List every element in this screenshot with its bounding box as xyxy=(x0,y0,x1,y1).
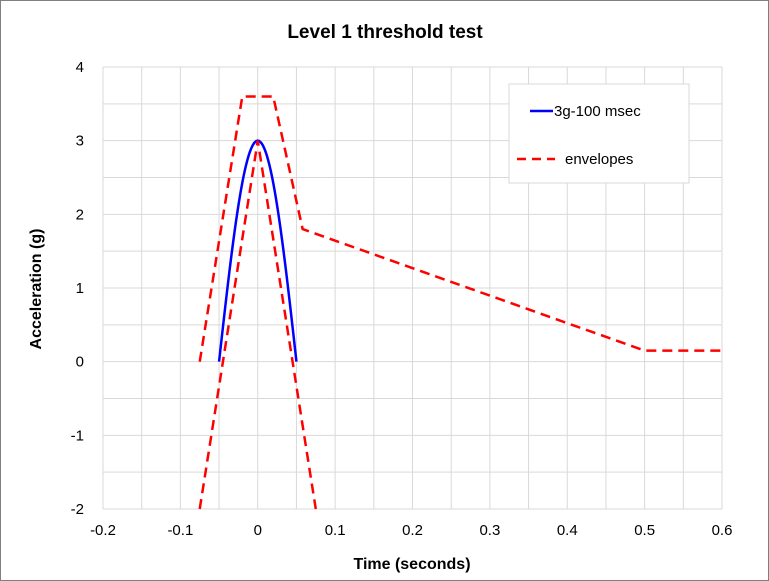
y-axis-title: Acceleration (g) xyxy=(28,229,45,350)
x-tick-label: 0.4 xyxy=(557,522,578,539)
x-axis-ticks: -0.2 -0.1 0 0.1 0.2 0.3 0.4 0.5 0.6 xyxy=(90,522,732,539)
y-tick-label: 3 xyxy=(76,133,84,150)
y-tick-label: 4 xyxy=(76,59,84,76)
series-layer xyxy=(198,95,722,510)
legend-label-3g-100-msec: 3g-100 msec xyxy=(554,103,641,120)
y-tick-label: -2 xyxy=(71,501,84,518)
legend: 3g-100 msec envelopes xyxy=(508,83,690,184)
x-tick-label: 0.2 xyxy=(402,522,423,539)
x-tick-label: -0.1 xyxy=(167,522,193,539)
y-axis-ticks: -2 -1 0 1 2 3 4 xyxy=(71,59,84,518)
y-tick-label: 0 xyxy=(76,354,84,371)
x-axis-title: Time (seconds) xyxy=(353,556,470,573)
x-tick-label: 0.3 xyxy=(479,522,500,539)
x-tick-label: 0.1 xyxy=(325,522,346,539)
legend-box xyxy=(508,83,690,184)
x-tick-label: 0.6 xyxy=(712,522,733,539)
legend-label-envelopes: envelopes xyxy=(565,151,633,168)
x-tick-label: -0.2 xyxy=(90,522,116,539)
x-tick-label: 0 xyxy=(254,522,262,539)
chart-title: Level 1 threshold test xyxy=(287,22,483,43)
series-line-envelopes-2 xyxy=(198,140,318,510)
grid xyxy=(102,66,723,510)
y-tick-label: 1 xyxy=(76,280,84,297)
y-tick-label: -1 xyxy=(71,427,84,444)
x-tick-label: 0.5 xyxy=(634,522,655,539)
y-tick-label: 2 xyxy=(76,206,84,223)
